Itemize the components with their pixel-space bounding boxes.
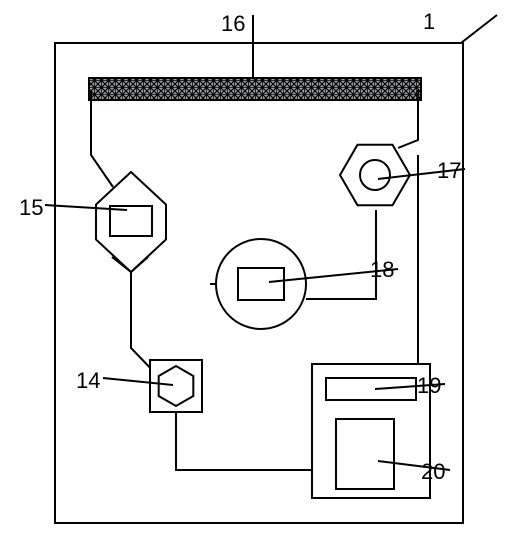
label-16: 16 — [221, 13, 245, 35]
label-14: 14 — [76, 370, 100, 392]
component-15-hex — [96, 172, 166, 272]
component-17-hex — [340, 145, 410, 206]
diagram-stage: 1 14 15 16 17 18 19 20 — [0, 0, 522, 553]
panel-19-20 — [312, 364, 430, 498]
label-17: 17 — [437, 160, 461, 182]
label-1: 1 — [423, 11, 435, 33]
component-16-bar — [89, 78, 421, 100]
label-19: 19 — [417, 375, 441, 397]
connection-5 — [176, 412, 312, 470]
connection-2 — [306, 210, 376, 299]
connection-3 — [112, 257, 157, 375]
label-15: 15 — [19, 197, 43, 219]
leader-1 — [461, 15, 497, 43]
component-18-circle — [216, 239, 306, 329]
label-18: 18 — [370, 259, 394, 281]
label-20: 20 — [421, 461, 445, 483]
connection-0 — [91, 90, 113, 187]
